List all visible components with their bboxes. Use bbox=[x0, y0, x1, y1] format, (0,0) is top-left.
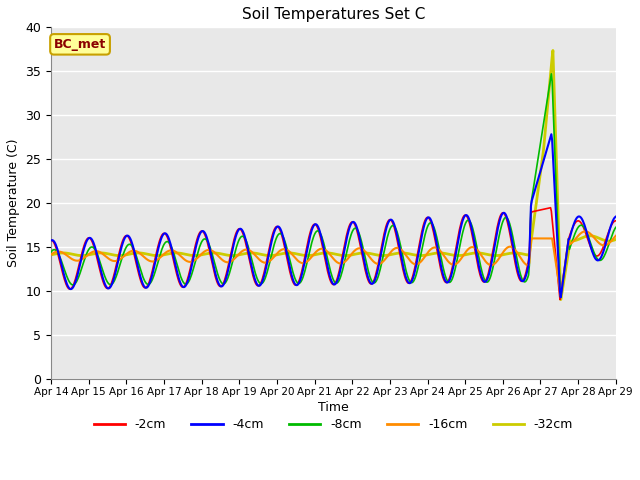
Text: BC_met: BC_met bbox=[54, 38, 106, 51]
Title: Soil Temperatures Set C: Soil Temperatures Set C bbox=[242, 7, 425, 22]
X-axis label: Time: Time bbox=[318, 401, 349, 414]
Legend: -2cm, -4cm, -8cm, -16cm, -32cm: -2cm, -4cm, -8cm, -16cm, -32cm bbox=[88, 413, 578, 436]
Y-axis label: Soil Temperature (C): Soil Temperature (C) bbox=[7, 139, 20, 267]
